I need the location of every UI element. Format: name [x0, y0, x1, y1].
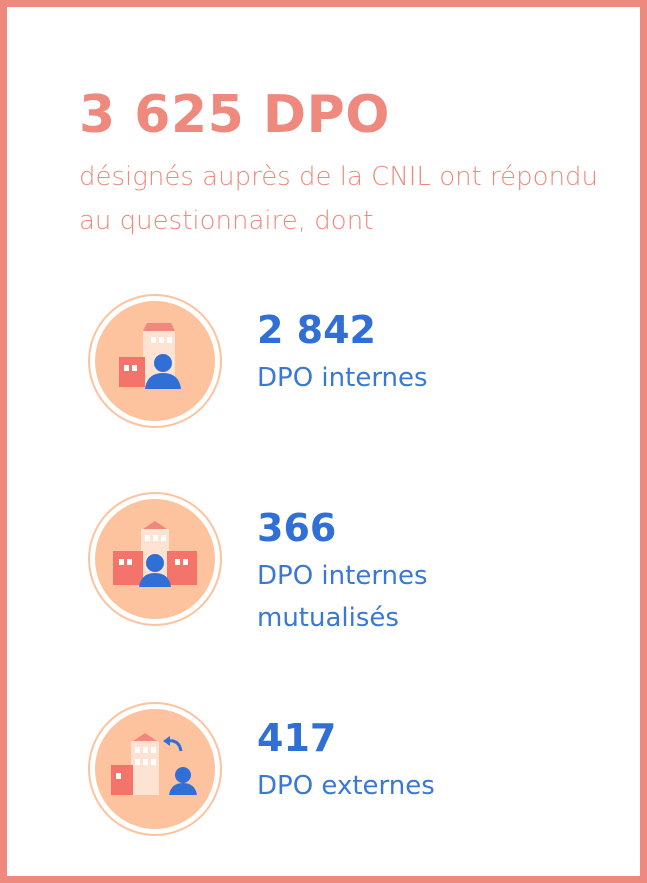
stat-number: 366: [257, 506, 337, 550]
stat-shared-dpo: 366 DPO internes mutualisés: [87, 491, 607, 633]
stat-label: DPO internes: [257, 363, 428, 393]
building-external-person-icon: [88, 702, 222, 836]
stat-label: DPO internes mutualisés: [257, 561, 428, 633]
stat-internal-dpo: 2 842 DPO internes: [87, 293, 607, 433]
stat-number: 417: [257, 716, 337, 760]
stat-label: DPO externes: [257, 771, 435, 801]
headline-subtitle: désignés auprès de la CNIL ont répondu a…: [79, 162, 599, 236]
stat-number: 2 842: [257, 308, 376, 352]
headline-total: 3 625 DPO: [79, 85, 390, 145]
stat-external-dpo: 417 DPO externes: [87, 701, 607, 841]
shared-buildings-person-icon: [88, 492, 222, 626]
building-person-icon: [88, 294, 222, 428]
